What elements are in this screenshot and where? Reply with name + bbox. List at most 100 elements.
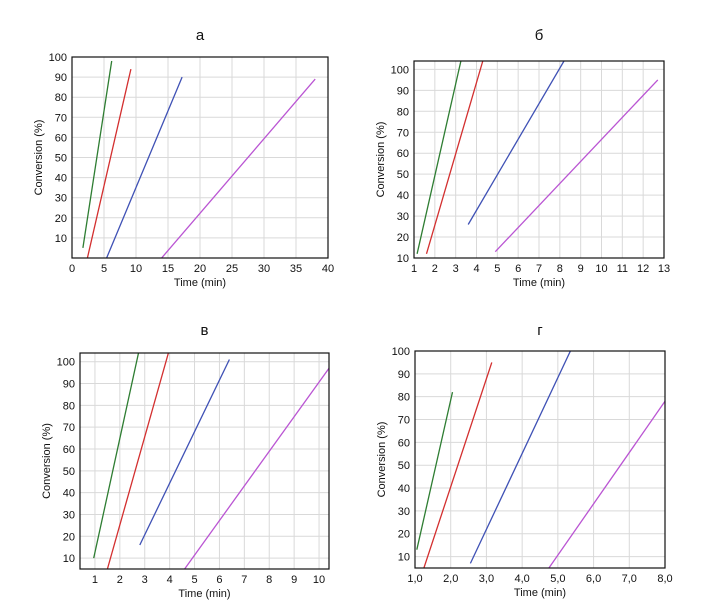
series-line-4 (161, 78, 316, 258)
y-axis-label: Conversion (%) (375, 122, 387, 198)
y-tick-label: 30 (398, 506, 410, 518)
x-tick-label: 40 (322, 263, 334, 275)
x-tick-label: 7,0 (622, 573, 637, 585)
x-tick-label: 0 (69, 263, 75, 275)
y-tick-label: 20 (397, 232, 409, 244)
y-tick-label: 50 (55, 153, 67, 165)
y-tick-label: 50 (397, 169, 409, 181)
x-tick-label: 6 (216, 574, 222, 586)
y-tick-label: 80 (397, 106, 409, 118)
panel-title: г (537, 322, 543, 339)
y-tick-label: 100 (57, 357, 75, 369)
x-tick-label: 2,0 (443, 573, 458, 585)
x-tick-label: 3,0 (479, 573, 494, 585)
x-tick-label: 5,0 (550, 573, 565, 585)
x-tick-label: 7 (241, 574, 247, 586)
x-tick-label: 4 (167, 574, 173, 586)
x-tick-label: 13 (658, 263, 670, 275)
y-tick-label: 70 (398, 415, 410, 427)
chart-panel-2: б1 2 3 4 5 6 7 8 9 10 11 12 13102030405060708090100T… (375, 27, 670, 289)
y-tick-label: 40 (55, 173, 67, 185)
x-tick-label: 11 (617, 263, 628, 275)
y-tick-label: 100 (49, 52, 67, 64)
y-tick-label: 70 (55, 112, 67, 124)
x-tick-label: 6 (515, 263, 521, 275)
x-tick-label: 8 (266, 574, 272, 586)
y-tick-label: 30 (397, 211, 409, 223)
series-line-2 (106, 353, 170, 569)
x-tick-label: 15 (162, 263, 174, 275)
x-tick-label: 1 (411, 263, 417, 275)
series-line-4 (494, 79, 659, 253)
panel-title: а (196, 27, 205, 44)
x-tick-label: 9 (291, 574, 297, 586)
x-tick-label: 9 (578, 263, 584, 275)
y-tick-label: 90 (55, 72, 67, 84)
y-tick-label: 70 (63, 422, 75, 434)
y-tick-label: 60 (398, 437, 410, 449)
y-tick-label: 20 (398, 529, 410, 541)
y-tick-label: 100 (391, 64, 409, 76)
series-line-3 (106, 76, 183, 258)
y-tick-label: 30 (55, 193, 67, 205)
x-tick-label: 10 (595, 263, 607, 275)
series-line-1 (82, 60, 113, 248)
y-tick-label: 90 (63, 379, 75, 391)
series-line-3 (469, 351, 571, 564)
y-tick-label: 70 (397, 127, 409, 139)
plot-frame (414, 350, 666, 569)
y-tick-label: 60 (397, 148, 409, 160)
series-line-2 (86, 68, 132, 258)
series-line-4 (184, 367, 329, 569)
y-tick-label: 80 (398, 392, 410, 404)
y-axis-label: Conversion (%) (376, 422, 388, 498)
x-axis-label: Time (min) (178, 588, 230, 600)
chart-panel-1: а 0 5 10 15 20 25 30 35 40 10 20 30 40 50 60 70 80 90 100 Ti… (33, 27, 334, 289)
y-tick-label: 50 (63, 466, 75, 478)
series-line-4 (548, 400, 665, 568)
series-line-1 (93, 353, 140, 559)
x-tick-label: 5 (191, 574, 197, 586)
y-tick-label: 30 (63, 509, 75, 521)
x-tick-label: 8 (557, 263, 563, 275)
y-tick-label: 20 (55, 213, 67, 225)
y-axis-label: Conversion (%) (41, 423, 53, 499)
y-tick-label: 60 (55, 132, 67, 144)
plot-frame (71, 56, 329, 259)
series-line-1 (416, 391, 454, 550)
x-tick-label: 4,0 (514, 573, 529, 585)
series-line-2 (423, 362, 493, 568)
x-tick-label: 12 (637, 263, 649, 275)
plot-frame (413, 60, 665, 259)
y-tick-label: 10 (397, 253, 409, 265)
x-tick-label: 7 (536, 263, 542, 275)
y-tick-label: 40 (398, 483, 410, 495)
x-tick-label: 25 (226, 263, 238, 275)
x-axis-label: Time (min) (513, 277, 565, 289)
y-axis-label: Conversion (%) (33, 120, 45, 196)
y-tick-label: 100 (392, 346, 410, 358)
x-tick-label: 3 (453, 263, 459, 275)
y-tick-label: 80 (63, 400, 75, 412)
x-tick-label: 35 (290, 263, 302, 275)
y-tick-label: 40 (63, 488, 75, 500)
panel-title: в (201, 322, 209, 339)
y-tick-label: 10 (55, 233, 67, 245)
x-tick-label: 10 (130, 263, 142, 275)
x-axis-label: Time (min) (514, 587, 566, 599)
y-tick-label: 20 (63, 531, 75, 543)
y-tick-label: 10 (398, 552, 410, 564)
x-tick-label: 30 (258, 263, 270, 275)
x-tick-label: 5 (101, 263, 107, 275)
series-line-2 (425, 61, 484, 254)
y-tick-label: 40 (397, 190, 409, 202)
x-tick-label: 10 (313, 574, 325, 586)
y-tick-label: 90 (398, 369, 410, 381)
x-tick-label: 1,0 (407, 573, 422, 585)
x-tick-label: 2 (117, 574, 123, 586)
chart-panel-4: г 1,0 2,0 3,0 4,0 5,0 6,0 7,0 8,0 10 20 30 40 50 60 70 8… (376, 322, 673, 599)
x-tick-label: 2 (432, 263, 438, 275)
x-tick-label: 3 (142, 574, 148, 586)
series-line-3 (467, 61, 565, 225)
